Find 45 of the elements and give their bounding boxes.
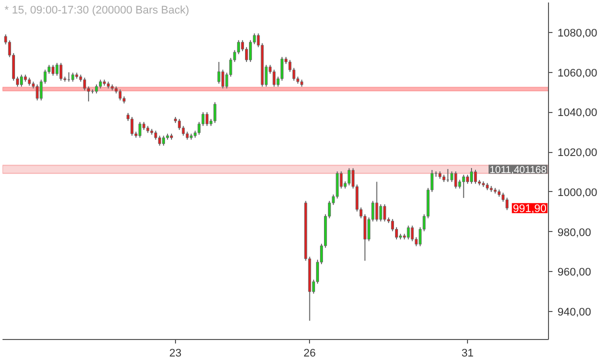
- candlestick: [118, 88, 122, 101]
- candlestick: [83, 77, 86, 91]
- y-tick-label: 960,00: [558, 266, 592, 279]
- candlestick: [56, 62, 58, 76]
- candlestick: [20, 74, 23, 88]
- candlestick: [410, 225, 414, 242]
- candlestick: [206, 112, 208, 126]
- y-tick-label: 1080,00: [558, 27, 598, 40]
- candlestick: [406, 225, 410, 240]
- candlestick: [213, 102, 216, 124]
- candlestick: [130, 116, 134, 136]
- candlestick: [446, 168, 450, 182]
- text: 991,90: [512, 203, 547, 216]
- y-tick-label: 1020,00: [558, 147, 598, 160]
- y-tick-label: 1000,00: [558, 186, 598, 199]
- candlestick: [506, 197, 508, 211]
- candlestick: [470, 168, 473, 184]
- candlestick: [474, 169, 477, 184]
- candlestick: [52, 64, 54, 76]
- y-tick-label: 980,00: [558, 226, 592, 239]
- candlestick: [217, 61, 220, 84]
- y-tick-label: 1060,00: [558, 67, 598, 80]
- candlestick: [383, 204, 386, 222]
- y-tick-label: 1040,00: [558, 107, 598, 120]
- candlestick: [280, 56, 284, 82]
- candlestick: [59, 62, 62, 82]
- candlestick: [375, 181, 378, 222]
- candlestick: [336, 170, 339, 200]
- candlestick: [272, 69, 276, 88]
- candlestick: [379, 204, 382, 222]
- candlestick: [36, 84, 39, 101]
- candlestick: [462, 174, 466, 198]
- candlestick: [348, 168, 351, 186]
- x-tick-label: 31: [461, 348, 474, 359]
- candlestick: [221, 69, 224, 89]
- candlestick: [162, 135, 166, 146]
- x-tick-label: 26: [304, 348, 316, 359]
- candlestick: [454, 170, 458, 190]
- chart-title: * 15, 09:00-17:30 (200000 Bars Back): [4, 4, 190, 16]
- band-label: 1011,401168: [490, 164, 547, 176]
- y-tick-label: 940,00: [558, 306, 592, 319]
- candlestick: [178, 118, 181, 130]
- candlestick: [158, 135, 162, 146]
- candlestick: [138, 121, 142, 138]
- x-tick-label: 23: [169, 348, 182, 359]
